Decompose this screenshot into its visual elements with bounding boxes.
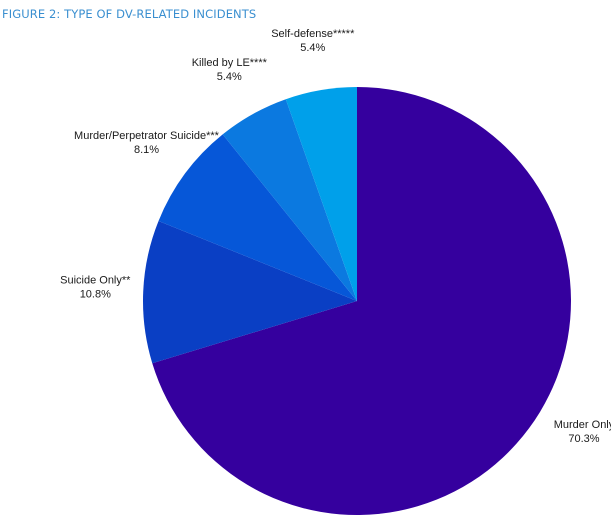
pie-slice-murder-only <box>152 87 571 515</box>
pie-slice-killed-by-le <box>222 99 357 301</box>
slice-value-label: 10.8% <box>80 289 111 301</box>
pie-label-killed-by-le: Killed by LE**** 5.4% <box>192 57 268 83</box>
pie-slice-self-defense <box>285 87 357 301</box>
slice-category-label: Suicide Only** <box>60 275 131 287</box>
pie-labels: Murder Only 70.3% Suicide Only** 10.8% Murde… <box>60 28 611 445</box>
slice-category-label: Killed by LE**** <box>192 57 268 69</box>
pie-label-self-defense: Self-defense***** 5.4% <box>271 28 355 54</box>
chart-title: FIGURE 2: TYPE OF DV-RELATED INCIDENTS <box>2 7 257 21</box>
slice-category-label: Murder/Perpetrator Suicide*** <box>74 130 220 142</box>
slice-value-label: 70.3% <box>568 433 599 445</box>
pie-slice-murder-perpetrator-suicide <box>158 134 357 301</box>
slice-value-label: 5.4% <box>300 42 325 54</box>
slice-category-label: Murder Only <box>554 419 611 431</box>
pie-label-murder-perpetrator-suicide: Murder/Perpetrator Suicide*** 8.1% <box>74 130 220 156</box>
pie-slice-suicide-only <box>142 220 357 364</box>
slice-category-label: Self-defense***** <box>271 28 355 40</box>
slice-value-label: 8.1% <box>134 144 159 156</box>
slice-value-label: 5.4% <box>217 71 242 83</box>
pie-label-suicide-only: Suicide Only** 10.8% <box>60 275 131 301</box>
pie-label-murder-only: Murder Only 70.3% <box>554 419 611 445</box>
pie-slices <box>142 87 571 515</box>
